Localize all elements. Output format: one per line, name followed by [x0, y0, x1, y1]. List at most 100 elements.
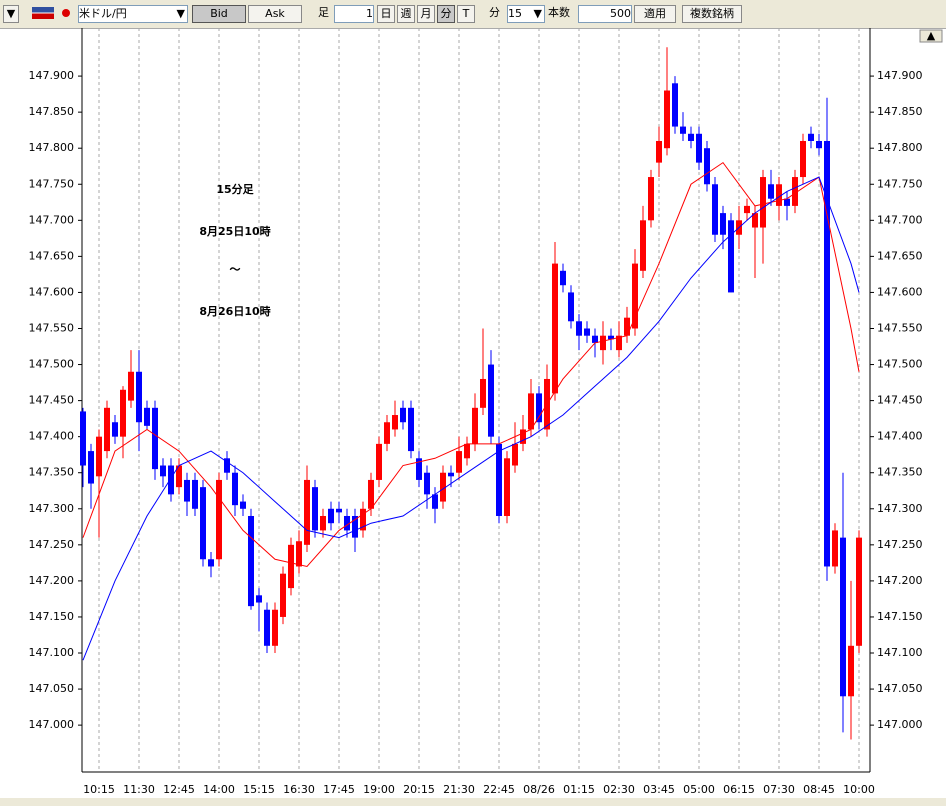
candle-body — [656, 140, 662, 163]
x-tick-label: 11:30 — [123, 783, 155, 796]
y-tick-label: 147.900 — [29, 69, 75, 82]
y2-tick-label: 147.450 — [877, 394, 923, 407]
y2-tick-label: 147.350 — [877, 466, 923, 479]
candle-body — [520, 429, 526, 444]
candle-body — [104, 407, 110, 452]
candle-body — [624, 317, 630, 336]
candle-body — [608, 335, 614, 340]
month-button[interactable]: 月 — [417, 5, 435, 23]
y-tick-label: 147.100 — [29, 646, 75, 659]
symbol: 米ドル/円 — [79, 7, 127, 20]
interval-select[interactable]: 15 ▼ — [507, 5, 545, 23]
x-tick-label: 19:00 — [363, 783, 395, 796]
toolbar: ▼ 米ドル/円 ▼ Bid Ask 足 1 日 週 月 分 T 分 15 ▼ 本数 … — [0, 0, 946, 29]
y-tick-label: 147.000 — [29, 718, 75, 731]
candle-body — [112, 422, 118, 437]
candle-body — [296, 541, 302, 567]
candle-body — [504, 458, 510, 516]
candle-body — [248, 515, 254, 607]
y2-tick-label: 147.650 — [877, 249, 923, 262]
y-tick-label: 147.250 — [29, 538, 75, 551]
candle-body — [88, 451, 94, 484]
candle-body — [312, 487, 318, 531]
candle-body — [352, 515, 358, 538]
x-tick-label: 16:30 — [283, 783, 315, 796]
candle-body — [560, 270, 566, 286]
scroll-button[interactable] — [919, 29, 943, 43]
candle-body — [392, 415, 398, 430]
y2-tick-label: 147.000 — [877, 718, 923, 731]
candle-body — [432, 494, 438, 509]
candle-body — [80, 411, 86, 466]
y-tick-label: 147.800 — [29, 141, 75, 154]
candle-body — [536, 393, 542, 423]
bar-count[interactable]: 1 — [334, 5, 374, 23]
annotation: 8月26日10時 — [199, 304, 270, 318]
x-tick-label: 07:30 — [763, 783, 795, 796]
candle-body — [704, 148, 710, 185]
candle-body — [416, 458, 422, 480]
annotation: 〜 — [230, 263, 241, 276]
candle-body — [640, 220, 646, 271]
y-tick-label: 147.600 — [29, 285, 75, 298]
candle-body — [256, 595, 262, 603]
bid-button[interactable]: Bid — [192, 5, 246, 23]
candle-body — [120, 389, 126, 437]
candle-body — [816, 140, 822, 149]
candle-body — [96, 436, 102, 477]
candle-body — [168, 465, 174, 495]
x-tick-label: 08:45 — [803, 783, 835, 796]
candle-body — [184, 479, 190, 502]
x-tick-label: 10:00 — [843, 783, 875, 796]
candle-body — [696, 133, 702, 163]
candle-body — [712, 184, 718, 235]
candle-body — [688, 133, 694, 141]
candle-body — [264, 609, 270, 646]
y-tick-label: 147.450 — [29, 394, 75, 407]
x-tick-label: 06:15 — [723, 783, 755, 796]
y-tick-label: 147.300 — [29, 502, 75, 515]
candle-body — [528, 393, 534, 430]
candle-body — [208, 559, 214, 567]
candle-body — [824, 140, 830, 567]
candle-body — [776, 184, 782, 206]
candle-body — [600, 335, 606, 351]
multi-button[interactable]: 複数銘柄 — [682, 5, 742, 23]
candle-body — [216, 479, 222, 560]
minute-button[interactable]: 分 — [437, 5, 455, 23]
y2-tick-label: 147.800 — [877, 141, 923, 154]
x-tick-label: 15:15 — [243, 783, 275, 796]
apply-button[interactable]: 適用 — [634, 5, 676, 23]
count-label: 本数 — [548, 6, 570, 19]
candle-body — [368, 479, 374, 509]
x-tick-label: 22:45 — [483, 783, 515, 796]
candle-body — [272, 609, 278, 646]
candle-body — [176, 465, 182, 488]
candle-body — [456, 451, 462, 473]
candle-body — [304, 479, 310, 545]
candle-body — [344, 515, 350, 531]
day-button[interactable]: 日 — [377, 5, 395, 23]
y-tick-label: 147.850 — [29, 105, 75, 118]
y-tick-label: 147.050 — [29, 682, 75, 695]
candle-body — [408, 407, 414, 452]
y-tick-label: 147.350 — [29, 466, 75, 479]
x-tick-label: 02:30 — [603, 783, 635, 796]
symbol-select[interactable]: 米ドル/円 ▼ — [78, 5, 188, 23]
menu-button[interactable]: ▼ — [3, 5, 19, 23]
tick-button[interactable]: T — [457, 5, 475, 23]
candle-body — [760, 177, 766, 228]
annotation: 15分足 — [216, 182, 254, 196]
y2-tick-label: 147.250 — [877, 538, 923, 551]
count-input[interactable]: 500 — [578, 5, 632, 23]
week-button[interactable]: 週 — [397, 5, 415, 23]
flag-us — [32, 7, 54, 19]
candle-body — [232, 472, 238, 506]
candle-body — [792, 177, 798, 206]
ask-button[interactable]: Ask — [248, 5, 302, 23]
candle-body — [360, 508, 366, 531]
candle-body — [200, 487, 206, 560]
moving-average — [82, 176, 860, 661]
y-tick-label: 147.500 — [29, 358, 75, 371]
